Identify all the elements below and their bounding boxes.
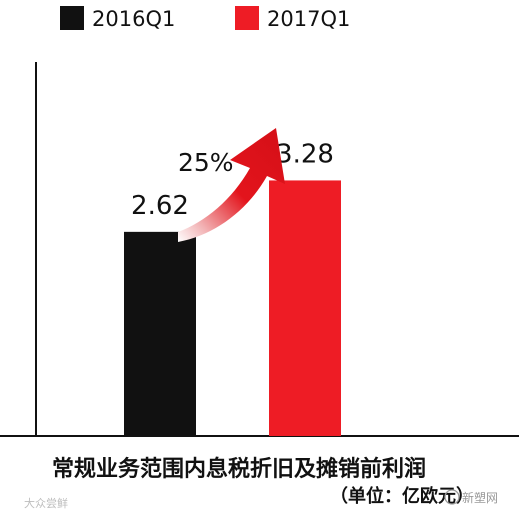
legend-label-2016q1: 2016Q1 [92,7,175,31]
unit-note: （单位：亿欧元） [330,485,474,507]
watermark-right-icon [444,489,460,505]
data-label-2017q1: 3.28 [276,139,334,169]
watermark-right: 新塑网 [462,490,498,505]
bar-2016q1 [124,231,196,436]
watermark-left: 大众尝鲜 [24,496,68,510]
bar-2017q1 [269,180,341,436]
legend: 2016Q1 2017Q1 [60,6,350,31]
legend-swatch-2016q1 [60,6,84,30]
growth-arrow-icon [178,128,285,242]
growth-percent-label: 25% [178,148,234,177]
data-label-2016q1: 2.62 [131,191,189,221]
legend-label-2017q1: 2017Q1 [267,7,350,31]
legend-swatch-2017q1 [235,6,259,30]
x-axis-title: 常规业务范围内息税折旧及摊销前利润 [52,456,426,482]
